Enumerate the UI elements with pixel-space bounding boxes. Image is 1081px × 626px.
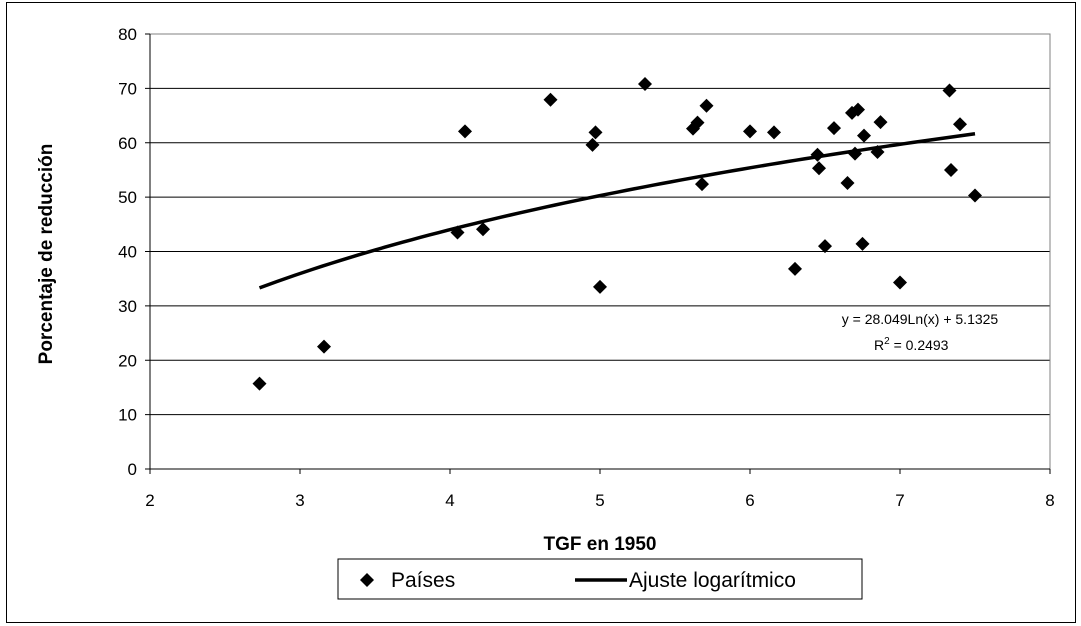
r-squared-label: R2 = 0.2493 <box>874 336 949 353</box>
data-point <box>944 162 958 177</box>
data-point <box>638 77 652 92</box>
data-point <box>840 175 855 190</box>
r-squared-value: = 0.2493 <box>890 337 949 353</box>
data-point <box>593 279 607 294</box>
data-point <box>767 125 781 140</box>
data-point <box>699 98 714 113</box>
data-point <box>690 115 705 130</box>
x-tick-label: 4 <box>445 491 454 510</box>
data-point <box>743 124 757 139</box>
x-tick-label: 5 <box>595 491 604 510</box>
data-point <box>585 137 600 152</box>
data-point <box>848 146 862 161</box>
data-point <box>855 236 870 251</box>
data-point <box>873 115 888 130</box>
x-tick-label: 7 <box>895 491 904 510</box>
y-tick-label: 30 <box>118 297 137 316</box>
data-point <box>812 161 826 176</box>
x-tick-label: 8 <box>1045 491 1054 510</box>
data-point <box>870 144 885 159</box>
data-point <box>252 376 267 391</box>
x-tick-label: 3 <box>295 491 304 510</box>
data-point <box>788 261 802 276</box>
data-point <box>476 222 490 237</box>
data-point <box>810 147 825 162</box>
data-point <box>695 177 709 192</box>
data-point <box>968 188 982 203</box>
data-point <box>893 275 907 290</box>
legend-label-ajuste: Ajuste logarítmico <box>629 569 796 592</box>
data-point <box>450 225 465 240</box>
data-point <box>588 125 603 140</box>
y-tick-label: 60 <box>118 134 137 153</box>
y-axis-title: Porcentaje de reducción <box>36 144 57 365</box>
y-tick-label: 20 <box>118 351 137 370</box>
axes <box>145 33 1051 474</box>
legend-label-paises: Países <box>391 569 455 592</box>
x-tick-label: 6 <box>745 491 754 510</box>
y-tick-label: 70 <box>118 79 137 98</box>
data-point <box>953 117 967 132</box>
data-point <box>317 339 331 354</box>
data-point <box>851 102 865 117</box>
y-tick-label: 40 <box>118 243 137 262</box>
legend: Países Ajuste logarítmico <box>337 558 863 600</box>
y-tick-label: 0 <box>128 460 137 479</box>
r-squared-r: R <box>874 337 884 353</box>
x-axis-title: TGF en 1950 <box>544 534 657 555</box>
y-tick-label: 10 <box>118 406 137 425</box>
y-tick-label: 50 <box>118 188 137 207</box>
chart-frame <box>6 2 1076 623</box>
legend-marker-diamond <box>360 573 374 587</box>
data-point <box>458 124 472 139</box>
gridlines <box>150 33 1050 416</box>
trendline-log-fit <box>258 132 976 290</box>
y-tick-label: 80 <box>118 25 137 44</box>
data-point <box>827 121 841 136</box>
data-point <box>818 239 832 254</box>
y-tick-labels: 0 10 20 30 40 50 60 70 80 <box>118 25 137 479</box>
x-tick-label: 2 <box>145 491 154 510</box>
data-points <box>252 77 982 391</box>
data-point <box>857 128 871 143</box>
data-point <box>942 83 957 98</box>
trendline-equation: y = 28.049Ln(x) + 5.1325 <box>842 311 999 327</box>
data-point <box>543 92 558 107</box>
r-squared-exponent: 2 <box>884 336 890 347</box>
x-tick-labels: 2 3 4 5 6 7 8 <box>145 491 1054 510</box>
